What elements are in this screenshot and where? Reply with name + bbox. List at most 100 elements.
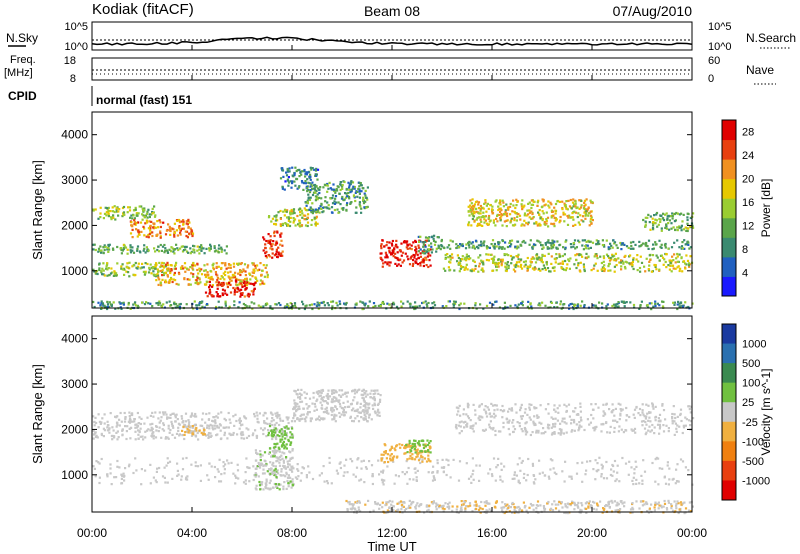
velocity-cell — [343, 464, 346, 467]
power-cell — [652, 243, 655, 246]
velocity-cell — [594, 403, 597, 406]
velocity-cell — [307, 411, 310, 414]
freq-label: Freq. — [10, 54, 36, 66]
velocity-cell — [172, 412, 175, 415]
velocity-cell — [299, 418, 302, 421]
velocity-cell — [327, 395, 330, 398]
power-cell — [670, 270, 673, 273]
power-cell — [322, 300, 325, 304]
velocity-cell — [570, 422, 573, 425]
power-cell — [531, 247, 534, 250]
power-cell — [135, 221, 138, 225]
power-cell — [347, 191, 350, 195]
power-cell — [527, 202, 530, 205]
power-cell — [359, 300, 362, 303]
power-cell — [612, 239, 615, 242]
power-cell — [315, 215, 318, 218]
power-cell — [408, 263, 412, 266]
velocity-cell — [146, 416, 149, 419]
power-cell — [198, 270, 202, 273]
power-cell — [468, 246, 471, 249]
power-cell — [580, 253, 583, 256]
velocity-cell — [568, 475, 571, 478]
power-cell — [97, 247, 101, 250]
power-cell — [238, 301, 241, 304]
power-cell — [225, 245, 228, 248]
velocity-cell — [107, 424, 110, 427]
power-cell — [426, 305, 429, 308]
power-cell — [661, 256, 665, 259]
velocity-cell — [180, 475, 183, 478]
power-cell — [143, 244, 146, 247]
power-cell — [497, 241, 500, 245]
power-cell — [611, 253, 614, 256]
power-cell — [564, 204, 567, 207]
velocity-cell — [352, 399, 355, 402]
velocity-cell — [189, 431, 192, 434]
velocity-cell — [425, 460, 429, 463]
power-cell — [302, 182, 306, 185]
noise-right-tick-top: 10^5 — [708, 21, 732, 33]
power-cell — [239, 269, 242, 272]
velocity-cell — [98, 476, 101, 479]
velocity-cell — [239, 432, 243, 435]
velocity-cell — [377, 392, 380, 395]
power-cell — [447, 266, 450, 269]
velocity-cell — [295, 405, 298, 408]
power-cell — [461, 244, 464, 248]
power-cell — [348, 188, 351, 191]
power-cell — [613, 257, 616, 261]
velocity-cell — [265, 480, 268, 483]
velocity-cell — [553, 471, 556, 474]
velocity-cell — [164, 411, 167, 414]
power-cell — [509, 254, 513, 258]
power-cell — [209, 269, 212, 273]
velocity-cell — [635, 478, 638, 481]
power-cell — [213, 246, 216, 250]
power-cell — [335, 201, 338, 204]
velocity-cell — [635, 465, 638, 468]
power-cell — [576, 304, 579, 307]
power-cell — [299, 213, 302, 217]
power-cell — [538, 213, 541, 216]
velocity-cell — [299, 397, 302, 400]
power-cell — [673, 301, 676, 304]
velocity-cell — [276, 411, 279, 414]
velocity-cell — [169, 428, 172, 432]
power-cell — [358, 201, 361, 204]
power-cell — [307, 196, 310, 199]
power-cell — [327, 187, 330, 190]
velocity-cell — [380, 470, 383, 473]
velocity-cell — [218, 423, 222, 426]
power-cell — [583, 201, 586, 204]
velocity-cell — [186, 478, 189, 481]
velocity-cell — [601, 467, 604, 470]
power-cell — [126, 211, 129, 214]
power-cell — [307, 213, 310, 216]
power-cell — [132, 251, 136, 254]
velocity-cell — [645, 403, 648, 406]
velocity-cell — [270, 455, 273, 458]
power-cell — [664, 246, 667, 249]
velocity-cell — [287, 421, 290, 425]
velocity-cell — [253, 412, 256, 416]
power-cell — [545, 261, 548, 264]
power-cell — [531, 246, 534, 249]
power-cell — [412, 262, 415, 265]
velocity-cell — [605, 477, 609, 480]
velocity-cell — [114, 415, 117, 418]
power-cell — [118, 208, 121, 211]
power-cell — [93, 270, 96, 273]
velocity-cell — [513, 471, 516, 474]
power-cell — [291, 174, 294, 177]
velocity-cell — [338, 399, 341, 402]
power-cell — [528, 201, 531, 204]
power-cell — [151, 305, 154, 308]
power-cell — [580, 204, 583, 207]
velocity-cell — [511, 477, 514, 480]
velocity-cell — [279, 417, 282, 420]
power-cell — [176, 304, 179, 308]
velocity-cell — [273, 428, 276, 432]
power-cell — [102, 217, 105, 220]
power-cell — [247, 295, 250, 298]
